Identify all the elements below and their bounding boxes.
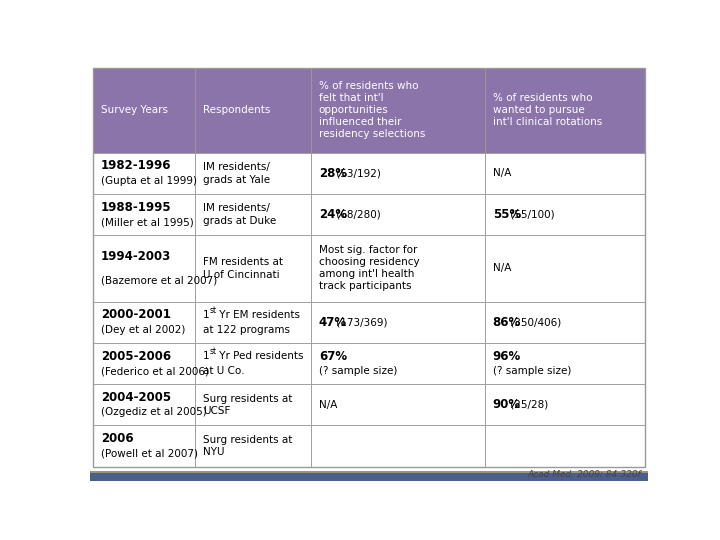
- Bar: [311, 194, 485, 235]
- Text: (Dey et al 2002): (Dey et al 2002): [101, 325, 185, 335]
- Bar: [93, 194, 195, 235]
- Bar: [195, 153, 311, 194]
- Text: 1: 1: [203, 351, 210, 361]
- Text: at U Co.: at U Co.: [203, 366, 244, 376]
- Bar: [93, 302, 195, 343]
- Bar: [195, 68, 311, 153]
- Text: 55%: 55%: [492, 208, 521, 221]
- Bar: [485, 426, 645, 467]
- Text: (68/280): (68/280): [333, 210, 381, 220]
- Text: 96%: 96%: [492, 350, 521, 363]
- Bar: [93, 235, 195, 302]
- Text: 1982-1996: 1982-1996: [101, 159, 171, 172]
- Text: (Bazemore et al 2007): (Bazemore et al 2007): [101, 275, 217, 286]
- Bar: [195, 302, 311, 343]
- Bar: [485, 302, 645, 343]
- Bar: [93, 68, 195, 153]
- Text: (Ozgediz et al 2005): (Ozgediz et al 2005): [101, 407, 207, 417]
- Bar: [195, 384, 311, 426]
- Text: (53/192): (53/192): [333, 168, 381, 178]
- Text: Surg residents at
UCSF: Surg residents at UCSF: [203, 394, 292, 416]
- Bar: [195, 426, 311, 467]
- Text: Most sig. factor for
choosing residency
among int'l health
track participants: Most sig. factor for choosing residency …: [319, 246, 420, 292]
- Bar: [311, 426, 485, 467]
- Bar: [485, 194, 645, 235]
- Bar: [485, 235, 645, 302]
- Bar: [311, 343, 485, 384]
- Text: 28%: 28%: [319, 167, 347, 180]
- Text: IM residents/
grads at Duke: IM residents/ grads at Duke: [203, 204, 276, 226]
- Bar: [485, 384, 645, 426]
- Bar: [93, 384, 195, 426]
- Bar: [90, 470, 648, 473]
- Text: N/A: N/A: [492, 168, 511, 178]
- Text: 2004-2005: 2004-2005: [101, 391, 171, 404]
- Bar: [93, 153, 195, 194]
- Text: 47%: 47%: [319, 316, 347, 329]
- Text: (Miller et al 1995): (Miller et al 1995): [101, 217, 194, 227]
- Text: 86%: 86%: [492, 316, 521, 329]
- Text: % of residents who
felt that int'l
opportunities
influenced their
residency sele: % of residents who felt that int'l oppor…: [319, 82, 426, 139]
- Bar: [485, 68, 645, 153]
- Text: IM residents/
grads at Yale: IM residents/ grads at Yale: [203, 162, 270, 185]
- Text: (25/28): (25/28): [507, 400, 548, 410]
- Text: (350/406): (350/406): [507, 318, 561, 327]
- Text: at 122 programs: at 122 programs: [203, 325, 290, 335]
- Text: (55/100): (55/100): [507, 210, 554, 220]
- Bar: [195, 194, 311, 235]
- Text: N/A: N/A: [492, 264, 511, 273]
- Text: (Federico et al 2006): (Federico et al 2006): [101, 366, 209, 376]
- Text: 24%: 24%: [319, 208, 347, 221]
- Text: 90%: 90%: [492, 399, 521, 411]
- Text: Acad Med. 2009; 84:320f: Acad Med. 2009; 84:320f: [527, 470, 641, 479]
- Text: (Powell et al 2007): (Powell et al 2007): [101, 449, 198, 458]
- Text: 1988-1995: 1988-1995: [101, 201, 171, 214]
- Bar: [93, 426, 195, 467]
- Bar: [311, 153, 485, 194]
- Text: Survey Years: Survey Years: [101, 105, 168, 115]
- Bar: [311, 302, 485, 343]
- Text: 67%: 67%: [319, 350, 347, 363]
- Bar: [195, 235, 311, 302]
- Text: 2000-2001: 2000-2001: [101, 308, 171, 321]
- Text: (? sample size): (? sample size): [492, 366, 571, 376]
- Text: 2006: 2006: [101, 432, 133, 445]
- Text: 2005-2006: 2005-2006: [101, 350, 171, 363]
- Text: Surg residents at
NYU: Surg residents at NYU: [203, 435, 292, 457]
- Bar: [311, 384, 485, 426]
- Bar: [195, 343, 311, 384]
- Text: (? sample size): (? sample size): [319, 366, 397, 376]
- Text: Respondents: Respondents: [203, 105, 270, 115]
- Bar: [93, 343, 195, 384]
- Text: st: st: [210, 347, 217, 356]
- Text: 1994-2003: 1994-2003: [101, 250, 171, 263]
- Bar: [311, 68, 485, 153]
- Text: FM residents at
U of Cincinnati: FM residents at U of Cincinnati: [203, 257, 283, 280]
- Bar: [485, 153, 645, 194]
- Text: Yr Ped residents: Yr Ped residents: [217, 351, 304, 361]
- Bar: [90, 473, 648, 481]
- Text: st: st: [210, 306, 217, 315]
- Text: Yr EM residents: Yr EM residents: [217, 310, 300, 320]
- Bar: [485, 343, 645, 384]
- Bar: [311, 235, 485, 302]
- Text: (173/369): (173/369): [333, 318, 387, 327]
- Text: (Gupta et al 1999): (Gupta et al 1999): [101, 176, 197, 186]
- Text: 1: 1: [203, 310, 210, 320]
- Text: % of residents who
wanted to pursue
int'l clinical rotations: % of residents who wanted to pursue int'…: [492, 93, 602, 127]
- Text: N/A: N/A: [319, 400, 337, 410]
